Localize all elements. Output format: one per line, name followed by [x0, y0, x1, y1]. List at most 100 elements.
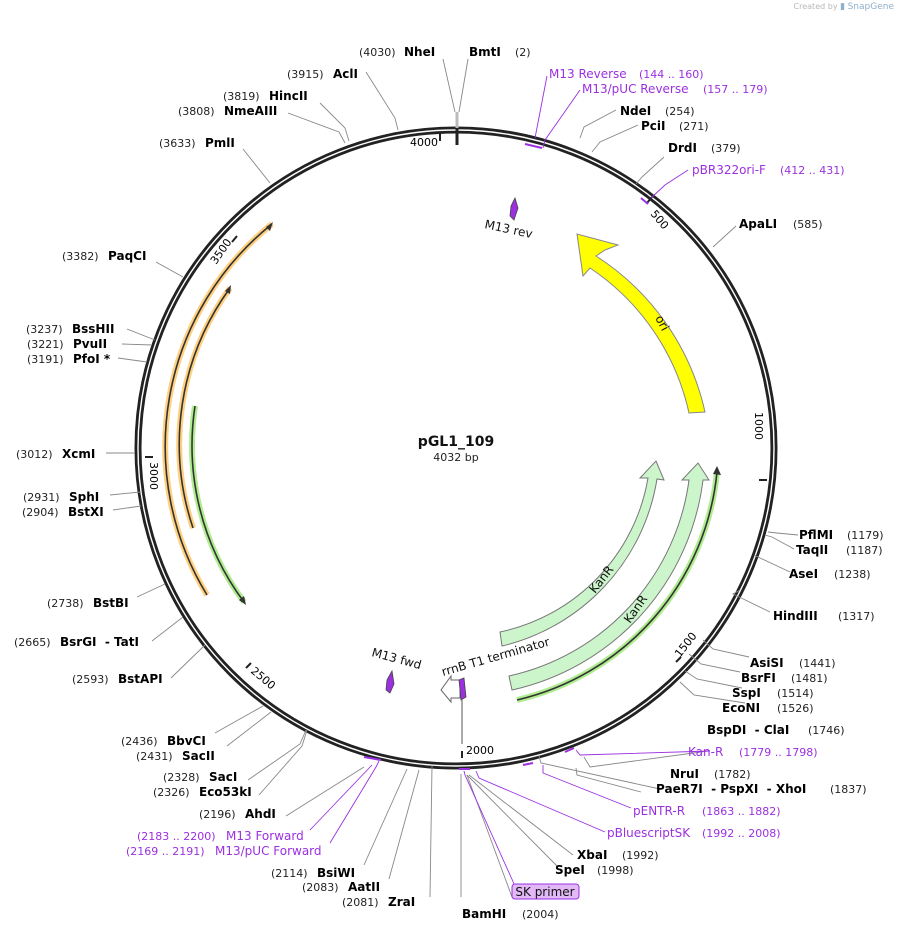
enzyme-sphi[interactable]: SphI — [69, 490, 99, 504]
enzyme-pmli[interactable]: PmlI — [205, 136, 235, 150]
enzyme-pos-bsshii: (3237) — [26, 323, 63, 336]
primer-range-pbluescriptsk: (1992 .. 2008) — [702, 827, 781, 840]
enzyme-paer7i-pspxi-xhoi[interactable]: PaeR7I - PspXI - XhoI — [656, 782, 806, 796]
enzyme-eco53ki[interactable]: Eco53kI — [199, 785, 252, 799]
enzyme-pos-xcmi: (3012) — [16, 448, 53, 461]
enzyme-pos-asei: (1238) — [834, 568, 871, 581]
primer-kan-r[interactable]: Kan-R — [688, 745, 723, 759]
green-track-left[interactable] — [189, 405, 247, 605]
enzyme-bmti[interactable]: BmtI — [469, 45, 501, 59]
orange-track-outer[interactable] — [162, 221, 274, 597]
rrnb-terminator-feature[interactable]: rrnB T1 terminator — [440, 635, 551, 744]
enzyme-xcmi[interactable]: XcmI — [62, 447, 95, 461]
enzyme-bsrgi-tati[interactable]: BsrGI - TatI — [60, 635, 139, 649]
enzyme-pfoi[interactable]: PfoI * — [73, 352, 111, 366]
enzyme-bsiwi[interactable]: BsiWI — [317, 866, 355, 880]
ori-feature[interactable]: ori — [576, 233, 706, 414]
enzyme-pvuii[interactable]: PvuII — [73, 337, 107, 351]
enzyme-pos-bstxi: (2904) — [22, 506, 59, 519]
enzyme-pos-pfoi: (3191) — [27, 353, 64, 366]
enzyme-nmeaiii[interactable]: NmeAIII — [224, 104, 277, 118]
enzyme-asisi[interactable]: AsiSI — [750, 656, 784, 670]
enzyme-pos-nhei: (4030) — [359, 46, 396, 59]
enzyme-pos-bsiwi: (2114) — [271, 867, 308, 880]
primer-m13-puc-forward[interactable]: M13/pUC Forward — [215, 844, 322, 858]
primer-range-m13-puc-reverse: (157 .. 179) — [703, 83, 768, 96]
enzyme-hincii[interactable]: HincII — [269, 89, 308, 103]
tick-1000: 1000 — [752, 412, 765, 440]
enzyme-econi[interactable]: EcoNI — [722, 701, 760, 715]
enzyme-ndei[interactable]: NdeI — [620, 104, 651, 118]
enzyme-taqii[interactable]: TaqII — [796, 543, 828, 557]
snapgene-logo: ▮ — [840, 2, 846, 12]
primer-m13-puc-reverse[interactable]: M13/pUC Reverse — [582, 82, 689, 96]
enzyme-bspdi-clai[interactable]: BspDI - ClaI — [707, 723, 789, 737]
enzyme-bsrfi[interactable]: BsrFI — [741, 671, 776, 685]
enzyme-paqci[interactable]: PaqCI — [108, 249, 146, 263]
ori-label: ori — [652, 313, 672, 333]
enzyme-asei[interactable]: AseI — [789, 567, 818, 581]
enzyme-pos-bsrgi: (2665) — [14, 636, 51, 649]
enzyme-pos-pflmi: (1179) — [847, 529, 884, 542]
enzyme-pos-bsrfi: (1481) — [791, 672, 828, 685]
kanr-feature-1[interactable]: KanR — [499, 460, 665, 647]
enzyme-pos-drdi: (379) — [711, 142, 741, 155]
enzyme-acli[interactable]: AclI — [333, 67, 358, 81]
m13-rev-feature[interactable]: M13 rev — [483, 196, 534, 241]
primer-pbr322ori-f[interactable]: pBR322ori-F — [692, 163, 766, 177]
m13-rev-label: M13 rev — [483, 217, 533, 241]
enzyme-bamhi[interactable]: BamHI — [462, 907, 506, 921]
enzyme-pos-hincii: (3819) — [223, 90, 260, 103]
enzyme-labels: (4030) NheI BmtI (2) (3915) AclI (3819) … — [14, 45, 884, 921]
enzyme-pos-pmli: (3633) — [159, 137, 196, 150]
enzyme-spei[interactable]: SpeI — [555, 863, 585, 877]
primer-pentr-r[interactable]: pENTR-R — [633, 804, 685, 818]
primer-marks — [363, 143, 649, 770]
primer-m13-forward[interactable]: M13 Forward — [226, 829, 304, 843]
primer-m13-reverse[interactable]: M13 Reverse — [549, 67, 627, 81]
orange-track-inner[interactable] — [176, 285, 233, 529]
enzyme-pflmi[interactable]: PflMI — [799, 528, 833, 542]
enzyme-drdi[interactable]: DrdI — [668, 141, 697, 155]
enzyme-pos-spei: (1998) — [597, 864, 634, 877]
enzyme-pos-bstbi: (2738) — [47, 597, 84, 610]
enzyme-bbvci[interactable]: BbvCI — [167, 734, 206, 748]
enzyme-bstbi[interactable]: BstBI — [93, 596, 129, 610]
enzyme-pos-asisi: (1441) — [799, 657, 836, 670]
enzyme-pos-taqii: (1187) — [846, 544, 883, 557]
enzyme-apali[interactable]: ApaLI — [739, 217, 777, 231]
enzyme-pos-xhoi: (1837) — [830, 783, 867, 796]
enzyme-bstapi[interactable]: BstAPI — [118, 672, 163, 686]
primer-pbluescriptsk[interactable]: pBluescriptSK — [607, 826, 691, 840]
enzyme-nrui[interactable]: NruI — [670, 767, 699, 781]
enzyme-xbai[interactable]: XbaI — [577, 848, 607, 862]
enzyme-ahdi[interactable]: AhdI — [245, 807, 276, 821]
enzyme-aatii[interactable]: AatII — [348, 880, 380, 894]
kanr-feature-2[interactable]: KanR — [508, 462, 710, 691]
sk-primer-label: SK primer — [515, 885, 574, 899]
enzyme-pos-bamhi: (2004) — [522, 908, 559, 921]
enzyme-pos-nrui: (1782) — [714, 768, 751, 781]
enzyme-pos-ahdi: (2196) — [199, 808, 236, 821]
enzyme-hindiii[interactable]: HindIII — [773, 609, 818, 623]
credit-brand: SnapGene — [847, 2, 894, 12]
m13-fwd-feature[interactable]: M13 fwd — [370, 645, 423, 694]
m13-fwd-label: M13 fwd — [370, 645, 423, 672]
enzyme-pos-nmeaiii: (3808) — [178, 105, 215, 118]
sk-primer-badge[interactable]: SK primer — [511, 883, 580, 900]
enzyme-bstxi[interactable]: BstXI — [68, 505, 104, 519]
enzyme-zrai[interactable]: ZraI — [388, 895, 415, 909]
enzyme-sacii[interactable]: SacII — [182, 749, 215, 763]
enzyme-nhei[interactable]: NheI — [404, 45, 435, 59]
kanr-orf-track[interactable] — [516, 466, 721, 703]
plasmid-name: pGL1_109 — [418, 434, 494, 450]
enzyme-sspi[interactable]: SspI — [732, 686, 761, 700]
tick-marks — [145, 133, 767, 758]
primer-range-pbr322ori-f: (412 .. 431) — [780, 164, 845, 177]
enzyme-bsshii[interactable]: BssHII — [72, 322, 114, 336]
credit-prefix: Created by — [793, 2, 838, 11]
primer-range-m13-puc-forward: (2169 .. 2191) — [126, 845, 205, 858]
enzyme-saci[interactable]: SacI — [209, 770, 237, 784]
enzyme-pcii[interactable]: PciI — [641, 119, 666, 133]
tick-4000: 4000 — [410, 136, 438, 149]
